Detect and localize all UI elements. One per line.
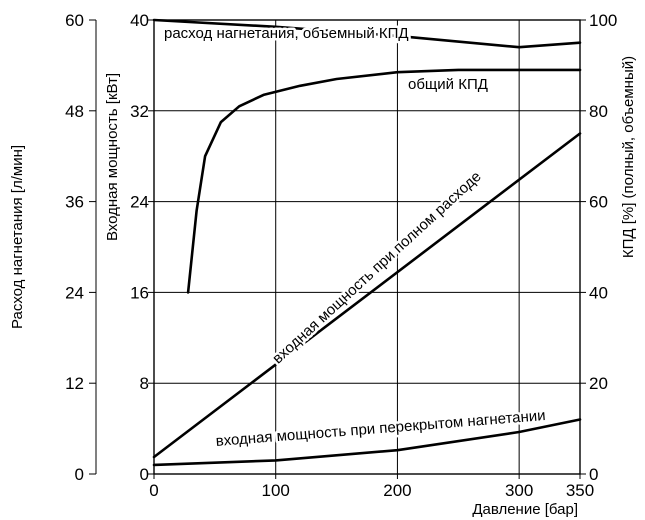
series-line-0 xyxy=(152,18,582,49)
efficiency-axis-tick-label: 40 xyxy=(589,283,608,302)
power-axis-tick-label: 32 xyxy=(130,102,149,121)
efficiency-axis-tick-label: 80 xyxy=(589,102,608,121)
x-axis-tick-label: 350 xyxy=(566,481,594,500)
flow-axis-title: Расход нагнетания [л/мин] xyxy=(9,145,26,329)
axes: 0 12 24 36 48 60 Расход нагнетания [л/мин] 0 8 16… xyxy=(9,11,637,518)
x-axis-title: Давление [бар] xyxy=(472,501,578,518)
series-label: расход нагнетания, объемный КПД xyxy=(164,25,409,42)
series-label-halo: общий КПД xyxy=(408,76,488,93)
power-axis-tick-label: 8 xyxy=(140,374,149,393)
efficiency-axis-tick-label: 60 xyxy=(589,193,608,212)
flow-axis-tick-label: 12 xyxy=(65,374,84,393)
power-axis-tick-label: 24 xyxy=(130,193,149,212)
series-label: входная мощность при полном расходе xyxy=(269,168,484,367)
efficiency-axis-tick-label: 0 xyxy=(589,465,598,484)
plot-frame xyxy=(153,19,581,475)
series-label-halo: расход нагнетания, объемный КПД xyxy=(164,25,409,42)
x-axis-tick-label: 0 xyxy=(149,481,158,500)
power-axis-tick-label: 16 xyxy=(130,283,149,302)
x-axis-tick-label: 300 xyxy=(505,481,533,500)
x-axis-tick-label: 100 xyxy=(262,481,290,500)
flow-axis-tick-label: 36 xyxy=(65,193,84,212)
series-label: общий КПД xyxy=(408,76,488,93)
series-label: входная мощность при перекрытом нагнетан… xyxy=(215,407,546,450)
efficiency-axis-tick-label: 100 xyxy=(589,11,617,30)
power-axis-tick-label: 0 xyxy=(140,465,149,484)
efficiency-axis-tick-label: 20 xyxy=(589,374,608,393)
series-line-3 xyxy=(152,418,582,467)
x-axis-tick-label: 200 xyxy=(383,481,411,500)
series-line-2 xyxy=(152,132,582,459)
power-axis-tick-label: 40 xyxy=(130,11,149,30)
flow-axis-tick-label: 0 xyxy=(75,465,84,484)
series-line-1 xyxy=(186,68,582,294)
flow-axis-tick-label: 48 xyxy=(65,102,84,121)
grid xyxy=(153,19,581,475)
power-axis-title: Входная мощность [кВт] xyxy=(104,73,121,241)
efficiency-axis-title: КПД [%] (полный, объемный) xyxy=(620,56,637,258)
flow-axis-tick-label: 24 xyxy=(65,283,84,302)
flow-axis-tick-label: 60 xyxy=(65,11,84,30)
series xyxy=(152,18,582,467)
